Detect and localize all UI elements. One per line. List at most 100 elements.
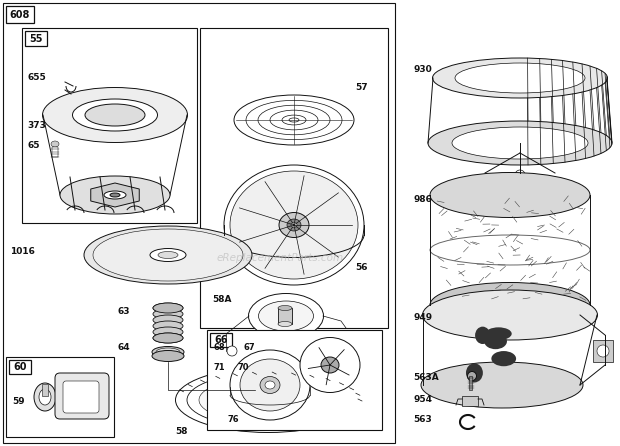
Ellipse shape [300, 338, 360, 392]
Text: 76: 76 [228, 416, 239, 425]
Ellipse shape [34, 383, 56, 411]
Bar [469, 376, 472, 390]
Ellipse shape [240, 359, 300, 411]
Text: 608: 608 [10, 9, 30, 20]
Ellipse shape [278, 322, 292, 326]
Ellipse shape [455, 63, 585, 93]
FancyBboxPatch shape [63, 381, 99, 413]
Ellipse shape [278, 306, 292, 310]
Ellipse shape [430, 173, 590, 218]
Text: 60: 60 [13, 362, 27, 372]
Ellipse shape [485, 327, 512, 340]
Text: 373: 373 [27, 120, 46, 129]
Ellipse shape [234, 95, 354, 145]
Bar [278, 308, 292, 324]
Ellipse shape [152, 347, 184, 358]
Ellipse shape [60, 176, 170, 214]
Ellipse shape [433, 58, 608, 98]
Ellipse shape [110, 193, 120, 197]
Text: 70: 70 [238, 363, 249, 372]
Ellipse shape [230, 350, 310, 420]
Ellipse shape [152, 351, 184, 362]
Ellipse shape [51, 141, 59, 147]
Ellipse shape [175, 368, 360, 433]
Bar [210, 333, 232, 347]
Circle shape [515, 170, 525, 180]
Ellipse shape [224, 165, 364, 285]
Bar [200, 28, 388, 328]
Text: 1016: 1016 [10, 248, 35, 256]
Ellipse shape [153, 303, 183, 313]
Ellipse shape [39, 389, 51, 405]
Bar [593, 340, 613, 362]
Bar [9, 360, 31, 374]
Circle shape [227, 346, 237, 356]
Ellipse shape [153, 327, 183, 337]
Text: 65: 65 [27, 140, 40, 149]
Bar [462, 396, 478, 406]
Text: 563A: 563A [413, 373, 439, 383]
Ellipse shape [56, 119, 70, 129]
Ellipse shape [421, 362, 583, 408]
Bar [207, 330, 382, 430]
Ellipse shape [259, 301, 314, 331]
Text: 63: 63 [118, 307, 130, 317]
Ellipse shape [291, 223, 297, 227]
Text: 949: 949 [413, 314, 432, 322]
Ellipse shape [475, 326, 490, 344]
Ellipse shape [93, 229, 243, 281]
Ellipse shape [265, 381, 275, 389]
Ellipse shape [484, 334, 507, 349]
Text: 58: 58 [175, 428, 187, 437]
Ellipse shape [153, 333, 183, 343]
Text: 55: 55 [29, 33, 43, 44]
Bar [42, 384, 48, 396]
Ellipse shape [467, 372, 477, 380]
Bar [3, 3, 395, 443]
Text: 64: 64 [118, 343, 131, 352]
Text: 986: 986 [413, 195, 432, 205]
Ellipse shape [153, 309, 183, 319]
Text: 68: 68 [213, 343, 224, 352]
Text: 563: 563 [413, 416, 432, 425]
Bar [6, 6, 34, 23]
Ellipse shape [158, 252, 178, 259]
Text: 655: 655 [27, 74, 46, 83]
Ellipse shape [279, 212, 309, 238]
Ellipse shape [230, 171, 358, 279]
Ellipse shape [466, 363, 483, 383]
Ellipse shape [452, 127, 588, 159]
Bar [6, 357, 114, 437]
Ellipse shape [104, 191, 126, 199]
Ellipse shape [150, 248, 186, 261]
Ellipse shape [422, 290, 598, 340]
Text: eReplacementParts.com: eReplacementParts.com [216, 253, 343, 263]
Ellipse shape [73, 99, 157, 131]
Text: 56: 56 [355, 264, 368, 273]
Ellipse shape [321, 357, 339, 373]
Ellipse shape [60, 122, 66, 126]
Circle shape [597, 345, 609, 357]
Ellipse shape [153, 321, 183, 331]
Ellipse shape [85, 104, 145, 126]
Text: 66: 66 [215, 335, 228, 345]
Ellipse shape [249, 293, 324, 339]
Text: 67: 67 [244, 343, 255, 352]
Ellipse shape [199, 377, 337, 423]
Bar [22, 28, 197, 223]
Text: 930: 930 [413, 66, 432, 74]
Text: 954: 954 [413, 396, 432, 405]
Ellipse shape [428, 121, 612, 165]
FancyBboxPatch shape [55, 373, 109, 419]
Polygon shape [91, 183, 140, 207]
Ellipse shape [492, 351, 516, 366]
Bar [25, 31, 47, 46]
Ellipse shape [153, 333, 183, 343]
Ellipse shape [43, 87, 187, 143]
Ellipse shape [260, 376, 280, 393]
Ellipse shape [156, 348, 180, 356]
Ellipse shape [153, 303, 183, 313]
Text: 57: 57 [355, 83, 368, 92]
Ellipse shape [187, 372, 349, 428]
Bar [52, 147, 58, 157]
